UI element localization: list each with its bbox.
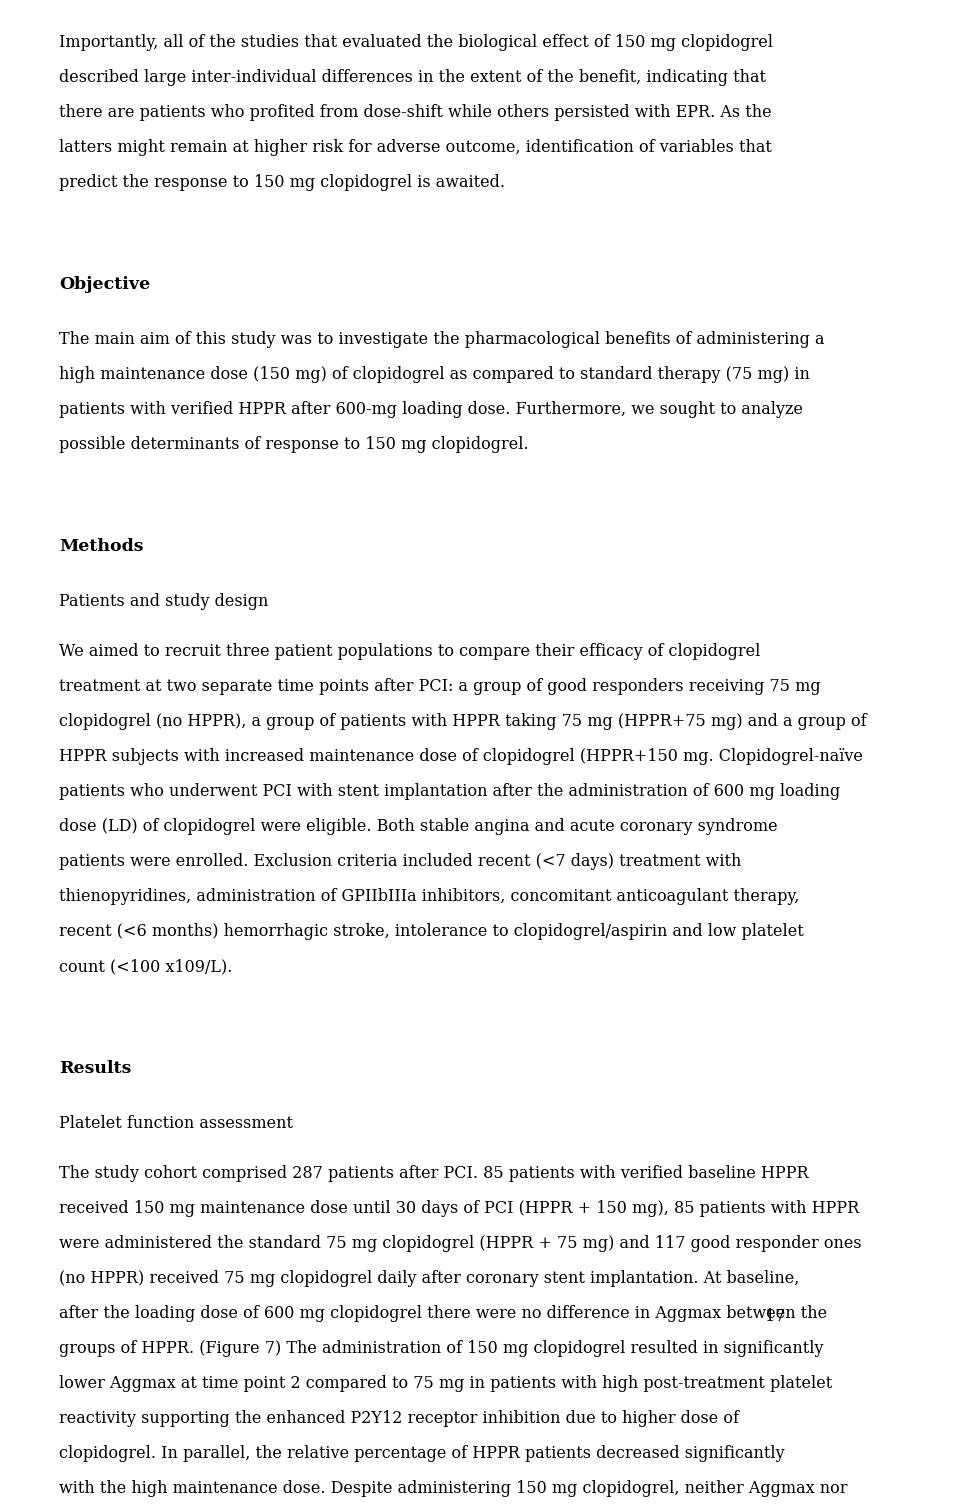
Text: Patients and study design: Patients and study design xyxy=(60,593,269,611)
Text: high maintenance dose (150 mg) of clopidogrel as compared to standard therapy (7: high maintenance dose (150 mg) of clopid… xyxy=(60,367,810,383)
Text: possible determinants of response to 150 mg clopidogrel.: possible determinants of response to 150… xyxy=(60,436,529,453)
Text: Platelet function assessment: Platelet function assessment xyxy=(60,1115,293,1132)
Text: count (<100 x109/L).: count (<100 x109/L). xyxy=(60,958,232,975)
Text: Importantly, all of the studies that evaluated the biological effect of 150 mg c: Importantly, all of the studies that eva… xyxy=(60,33,773,51)
Text: there are patients who profited from dose-shift while others persisted with EPR.: there are patients who profited from dos… xyxy=(60,104,772,121)
Text: clopidogrel. In parallel, the relative percentage of HPPR patients decreased sig: clopidogrel. In parallel, the relative p… xyxy=(60,1446,784,1462)
Text: dose (LD) of clopidogrel were eligible. Both stable angina and acute coronary sy: dose (LD) of clopidogrel were eligible. … xyxy=(60,818,778,834)
Text: HPPR subjects with increased maintenance dose of clopidogrel (HPPR+150 mg. Clopi: HPPR subjects with increased maintenance… xyxy=(60,748,863,765)
Text: clopidogrel (no HPPR), a group of patients with HPPR taking 75 mg (HPPR+75 mg) a: clopidogrel (no HPPR), a group of patien… xyxy=(60,714,867,730)
Text: recent (<6 months) hemorrhagic stroke, intolerance to clopidogrel/aspirin and lo: recent (<6 months) hemorrhagic stroke, i… xyxy=(60,924,804,940)
Text: thienopyridines, administration of GPIIbIIIa inhibitors, concomitant anticoagula: thienopyridines, administration of GPIIb… xyxy=(60,889,800,905)
Text: patients with verified HPPR after 600-mg loading dose. Furthermore, we sought to: patients with verified HPPR after 600-mg… xyxy=(60,401,804,418)
Text: with the high maintenance dose. Despite administering 150 mg clopidogrel, neithe: with the high maintenance dose. Despite … xyxy=(60,1480,848,1497)
Text: were administered the standard 75 mg clopidogrel (HPPR + 75 mg) and 117 good res: were administered the standard 75 mg clo… xyxy=(60,1236,862,1252)
Text: patients were enrolled. Exclusion criteria included recent (<7 days) treatment w: patients were enrolled. Exclusion criter… xyxy=(60,853,741,871)
Text: treatment at two separate time points after PCI: a group of good responders rece: treatment at two separate time points af… xyxy=(60,678,821,696)
Text: Objective: Objective xyxy=(60,276,151,293)
Text: described large inter-individual differences in the extent of the benefit, indic: described large inter-individual differe… xyxy=(60,68,766,86)
Text: predict the response to 150 mg clopidogrel is awaited.: predict the response to 150 mg clopidogr… xyxy=(60,174,505,190)
Text: The study cohort comprised 287 patients after PCI. 85 patients with verified bas: The study cohort comprised 287 patients … xyxy=(60,1165,808,1182)
Text: received 150 mg maintenance dose until 30 days of PCI (HPPR + 150 mg), 85 patien: received 150 mg maintenance dose until 3… xyxy=(60,1200,859,1218)
Text: groups of HPPR. (Figure 7) The administration of 150 mg clopidogrel resulted in : groups of HPPR. (Figure 7) The administr… xyxy=(60,1340,824,1357)
Text: patients who underwent PCI with stent implantation after the administration of 6: patients who underwent PCI with stent im… xyxy=(60,783,840,800)
Text: lower Aggmax at time point 2 compared to 75 mg in patients with high post-treatm: lower Aggmax at time point 2 compared to… xyxy=(60,1375,832,1393)
Text: The main aim of this study was to investigate the pharmacological benefits of ad: The main aim of this study was to invest… xyxy=(60,330,825,349)
Text: We aimed to recruit three patient populations to compare their efficacy of clopi: We aimed to recruit three patient popula… xyxy=(60,643,760,661)
Text: Methods: Methods xyxy=(60,539,144,555)
Text: 17: 17 xyxy=(765,1308,785,1325)
Text: latters might remain at higher risk for adverse outcome, identification of varia: latters might remain at higher risk for … xyxy=(60,139,772,155)
Text: reactivity supporting the enhanced P2Y12 receptor inhibition due to higher dose : reactivity supporting the enhanced P2Y12… xyxy=(60,1411,739,1428)
Text: (no HPPR) received 75 mg clopidogrel daily after coronary stent implantation. At: (no HPPR) received 75 mg clopidogrel dai… xyxy=(60,1271,800,1287)
Text: after the loading dose of 600 mg clopidogrel there were no difference in Aggmax : after the loading dose of 600 mg clopido… xyxy=(60,1305,828,1322)
Text: Results: Results xyxy=(60,1061,132,1077)
